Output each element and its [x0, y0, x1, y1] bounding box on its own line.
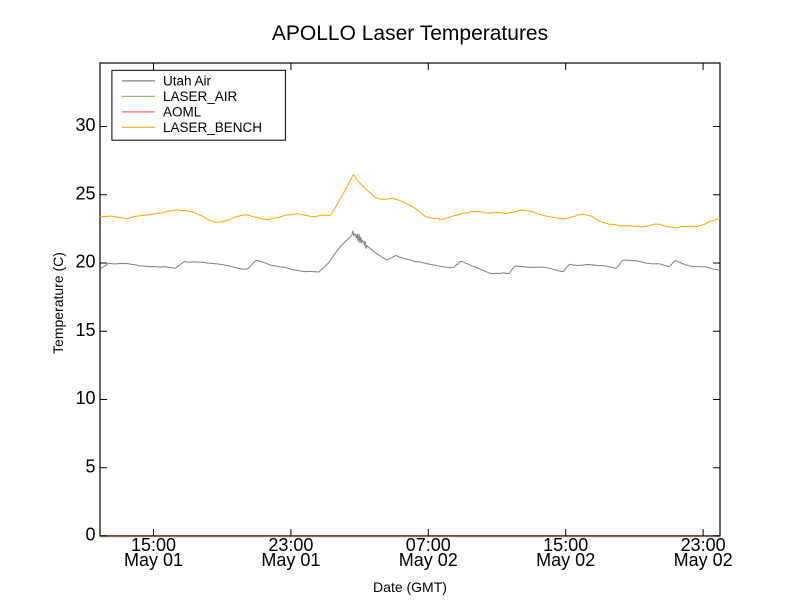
svg-text:LASER_BENCH: LASER_BENCH — [163, 120, 262, 135]
svg-text:APOLLO Laser Temperatures: APOLLO Laser Temperatures — [272, 22, 548, 45]
svg-text:May 02: May 02 — [674, 550, 733, 570]
svg-text:Date (GMT): Date (GMT) — [373, 579, 447, 595]
svg-text:Temperature (C): Temperature (C) — [50, 252, 66, 354]
svg-text:Utah Air: Utah Air — [163, 73, 212, 88]
svg-text:30: 30 — [75, 115, 95, 135]
svg-text:May 01: May 01 — [261, 550, 320, 570]
svg-text:25: 25 — [75, 183, 95, 203]
svg-text:5: 5 — [85, 456, 95, 476]
svg-text:LASER_AIR: LASER_AIR — [163, 89, 238, 104]
svg-text:May 02: May 02 — [536, 550, 595, 570]
svg-text:May 01: May 01 — [124, 550, 183, 570]
svg-text:AOML: AOML — [163, 104, 202, 119]
svg-text:10: 10 — [75, 388, 95, 408]
svg-text:May 02: May 02 — [399, 550, 458, 570]
svg-text:20: 20 — [75, 252, 95, 272]
svg-text:15: 15 — [75, 320, 95, 340]
svg-text:0: 0 — [85, 525, 95, 545]
